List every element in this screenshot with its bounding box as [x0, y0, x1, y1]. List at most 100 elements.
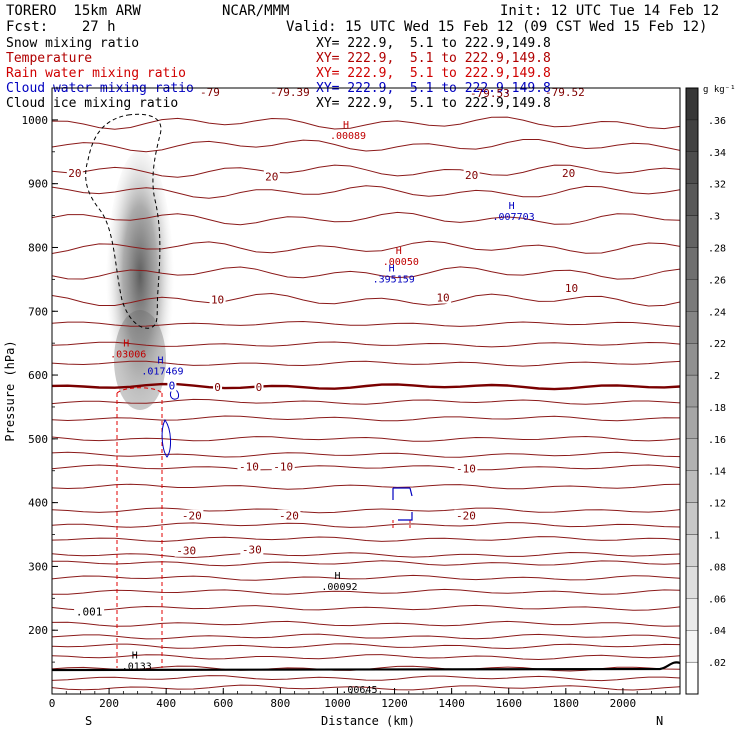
contour-label-bg — [174, 544, 198, 557]
y-tick-label: 900 — [28, 178, 48, 191]
temperature-contour-line — [52, 507, 680, 514]
colorbar-tick-label: .18 — [708, 403, 726, 414]
temperature-contour-line — [52, 185, 680, 199]
extremum-value: .0133 — [122, 661, 152, 672]
colorbar-tick-label: .16 — [708, 435, 726, 446]
colorbar: .02 .04 .06 .08 .1 .12 .14 .16 .18 .2 .22 .24 .26 .28… — [685, 87, 726, 695]
contour-label-bg — [560, 167, 577, 180]
extremum-value: .00645 — [341, 685, 377, 696]
contour-label-bg — [277, 509, 301, 522]
temperature-contour-line — [52, 116, 680, 130]
temperature-contour-line — [52, 643, 680, 650]
temperature-contour-line — [52, 320, 680, 327]
temperature-contour-line — [52, 574, 680, 581]
temperature-contour-line — [52, 654, 680, 661]
x-axis-north: N — [656, 714, 663, 728]
legend-rain-label: Rain water mixing ratio — [6, 66, 187, 81]
colorbar-cell — [685, 406, 699, 439]
colorbar-tick-label: .28 — [708, 243, 726, 254]
contour-label: 0 — [256, 381, 263, 394]
extremum-value: .00089 — [330, 131, 366, 142]
x-tick-label: 400 — [156, 697, 176, 710]
extremum-value: .017469 — [141, 367, 183, 378]
cloud-water-box — [392, 487, 413, 521]
contour-label: -10 — [239, 461, 259, 474]
colorbar-cell — [685, 311, 699, 344]
x-tick-label: 2000 — [610, 697, 637, 710]
colorbar-cell — [685, 215, 699, 248]
temperature-contour-line — [52, 398, 680, 405]
temperature-contour-line — [52, 382, 680, 391]
top-temperature-label: -79 — [200, 86, 220, 99]
contour-label-bg — [263, 170, 280, 183]
colorbar-tick-label: .14 — [708, 467, 726, 478]
contour-label: 10 — [211, 293, 224, 306]
colorbar-cell — [685, 630, 699, 663]
y-tick-label: 800 — [28, 241, 48, 254]
contour-label-bg — [237, 460, 261, 473]
colorbar-tick-label: .34 — [708, 148, 726, 159]
colorbar-cell — [685, 598, 699, 631]
temperature-contour-line — [52, 620, 680, 627]
temperature-contour-line — [52, 483, 680, 490]
y-tick-label: 200 — [28, 624, 48, 637]
extremum-marker: H — [132, 650, 138, 661]
legend-temperature-xy: XY= 222.9, 5.1 to 222.9,149.8 — [316, 51, 551, 66]
contour-label: 20 — [562, 167, 575, 180]
contour-label-bg — [213, 380, 223, 393]
x-tick-label: 1200 — [381, 697, 408, 710]
colorbar-cell — [685, 279, 699, 312]
contour-label-bg — [254, 380, 264, 393]
contour-label-bg — [167, 379, 177, 392]
colorbar-tick-label: .36 — [708, 116, 726, 127]
extremum-marker: H — [123, 338, 129, 349]
temperature-contour-line — [52, 536, 680, 543]
legend-temperature-label: Temperature — [6, 51, 93, 66]
temperature-contour-line — [52, 560, 680, 567]
colorbar-tick-label: .02 — [708, 658, 726, 669]
colorbar-units: g kg⁻¹ — [703, 85, 736, 95]
valid-time: Valid: 15 UTC Wed 15 Feb 12 (09 CST Wed … — [286, 19, 708, 35]
contour-label: -20 — [456, 510, 476, 523]
extremum-marker: H — [157, 356, 163, 367]
temperature-contour-line — [52, 360, 680, 367]
contour-label-bg — [66, 167, 83, 180]
contour-label-bg — [454, 509, 478, 522]
contour-label-bg — [180, 509, 204, 522]
contour-label: -20 — [182, 510, 202, 523]
temperature-contour-line — [52, 292, 680, 307]
contour-label: 10 — [565, 282, 578, 295]
colorbar-tick-label: .1 — [708, 531, 720, 542]
colorbar-frame — [685, 87, 699, 695]
extremum-value: .00092 — [321, 582, 357, 593]
cloud-water-contour — [161, 389, 179, 458]
x-axis-title: Distance (km) — [321, 714, 415, 728]
temperature-contour-line — [52, 684, 680, 691]
ground-line — [51, 661, 681, 672]
temperature-contour-line — [52, 604, 680, 611]
colorbar-tick-label: .08 — [708, 562, 726, 573]
colorbar-cell — [685, 438, 699, 471]
y-tick-label: 400 — [28, 497, 48, 510]
colorbar-tick-label: .04 — [708, 626, 726, 637]
init-time: Init: 12 UTC Tue 14 Feb 12 — [500, 3, 720, 19]
y-tick-label: 1000 — [22, 114, 49, 127]
temperature-contour-line — [52, 675, 680, 682]
x-axis-south: S — [85, 714, 92, 728]
x-tick-label: 600 — [213, 697, 233, 710]
colorbar-cell — [685, 343, 699, 376]
extremum-marker: H — [343, 120, 349, 131]
contour-label: 0 — [169, 380, 176, 393]
contour-label-bg — [74, 605, 105, 618]
temperature-contour-line — [52, 211, 680, 226]
legend-snow-xy: XY= 222.9, 5.1 to 222.9,149.8 — [316, 36, 551, 51]
contour-label: 20 — [465, 169, 478, 182]
temperature-contour-line — [52, 588, 680, 595]
y-tick-label: 600 — [28, 369, 48, 382]
temperature-contour-line — [52, 451, 680, 458]
legend-cloud-ice-label: Cloud ice mixing ratio — [6, 96, 179, 111]
colorbar-tick-label: .24 — [708, 307, 726, 318]
x-tick-label: 1800 — [553, 697, 580, 710]
x-tick-label: 200 — [99, 697, 119, 710]
